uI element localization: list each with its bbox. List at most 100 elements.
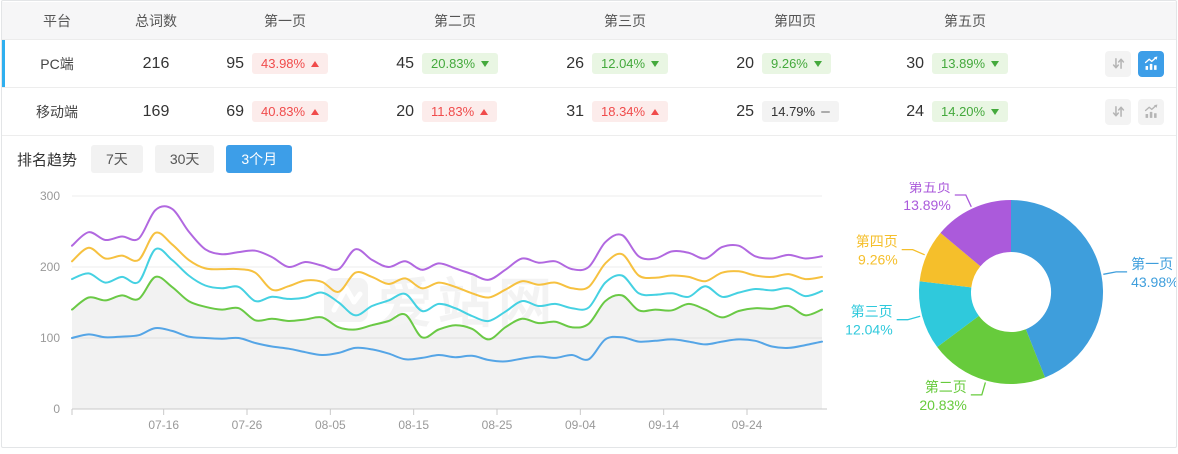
keyword-count: 30 xyxy=(906,54,924,72)
donut-label-0: 第一页 43.98% xyxy=(1131,256,1177,290)
keyword-count: 95 xyxy=(226,54,244,72)
change-percent: 20.83% xyxy=(431,56,476,71)
change-percent: 43.98% xyxy=(261,56,306,71)
donut-slice-4[interactable] xyxy=(940,200,1012,267)
trend-tab-2[interactable]: 3个月 xyxy=(226,145,293,173)
total-keywords: 216 xyxy=(142,54,170,72)
col-header-page4: 第四页 xyxy=(774,12,816,29)
down-triangle-icon xyxy=(991,60,1000,67)
page-4-cell: 25 14.79% xyxy=(710,101,880,122)
trend-tab-0[interactable]: 7天 xyxy=(91,145,143,173)
col-header-page2: 第二页 xyxy=(434,12,476,29)
trend-section-bar: 排名趋势 7天 30天 3个月 xyxy=(2,136,1176,182)
trend-chart-button[interactable] xyxy=(1138,98,1164,125)
donut-slice-3[interactable] xyxy=(919,232,981,288)
donut-label-3: 第四页 9.26% xyxy=(856,234,898,268)
sort-button[interactable] xyxy=(1105,98,1131,125)
change-percent: 11.83% xyxy=(431,104,475,119)
charts-area: 0 100 200 300 爱站网 07-16 07-26 08-05 08-15 08-25 09… xyxy=(2,179,1177,436)
donut-slice-2[interactable] xyxy=(918,281,979,347)
sort-arrows-icon xyxy=(1112,106,1124,117)
page-3-cell: 31 18.34% xyxy=(540,101,710,122)
svg-text:09-04: 09-04 xyxy=(565,418,596,432)
line-chart-svg: 0 100 200 300 爱站网 07-16 07-26 08-05 08-15 08-25 09… xyxy=(40,189,827,432)
change-badge: 12.04% xyxy=(592,53,669,74)
donut-chart-svg: 第一页 43.98% 第二页 20.83% 第三页 12.04% 第四页 9.26%第五页 13… xyxy=(845,179,1177,413)
col-header-page5: 第五页 xyxy=(944,12,986,29)
change-percent: 13.89% xyxy=(941,56,986,71)
donut-label-4: 第五页 13.89% xyxy=(903,182,950,213)
sort-arrows-icon xyxy=(1112,58,1124,69)
svg-text:07-26: 07-26 xyxy=(232,418,263,432)
keyword-count: 45 xyxy=(396,54,414,72)
svg-text:08-05: 08-05 xyxy=(315,418,346,432)
change-badge: 20.83% xyxy=(422,53,499,74)
change-badge: 11.83% xyxy=(422,101,498,122)
donut-slice-1[interactable] xyxy=(937,315,1045,385)
change-badge: 18.34% xyxy=(592,101,669,122)
down-triangle-icon xyxy=(991,108,1000,115)
rank-trend-line-chart: 0 100 200 300 爱站网 07-16 07-26 08-05 08-15 08-25 09… xyxy=(2,182,837,434)
sort-button[interactable] xyxy=(1105,50,1131,77)
change-badge: 40.83% xyxy=(252,101,329,122)
keyword-count: 20 xyxy=(736,54,754,72)
trend-chart-icon xyxy=(1144,56,1157,70)
trend-chart-button[interactable] xyxy=(1138,50,1164,77)
trend-tab-1[interactable]: 30天 xyxy=(154,145,215,173)
change-percent: 9.26% xyxy=(771,56,808,71)
donut-slice-0[interactable] xyxy=(1011,200,1104,378)
donut-label-2: 第三页 12.04% xyxy=(845,304,892,338)
change-badge: 14.79% xyxy=(762,101,840,122)
change-percent: 12.04% xyxy=(601,56,646,71)
change-percent: 14.20% xyxy=(941,104,986,119)
svg-text:爱站网: 爱站网 xyxy=(378,274,558,334)
keyword-count: 20 xyxy=(396,102,414,120)
keyword-count: 26 xyxy=(566,54,584,72)
down-triangle-icon xyxy=(813,60,822,67)
table-row-1[interactable]: 移动端 169 69 40.83% 20 11.83% 31 18.34% 25 14.79% 24… xyxy=(2,88,1176,136)
watermark: 爱站网 xyxy=(324,274,558,334)
page-3-cell: 26 12.04% xyxy=(540,53,710,74)
page-2-cell: 20 11.83% xyxy=(370,101,540,122)
change-percent: 14.79% xyxy=(771,104,816,119)
down-triangle-icon xyxy=(481,60,490,67)
svg-text:08-25: 08-25 xyxy=(482,418,513,432)
down-triangle-icon xyxy=(651,60,660,67)
up-triangle-icon xyxy=(651,108,660,115)
svg-text:07-16: 07-16 xyxy=(148,418,179,432)
page-4-cell: 20 9.26% xyxy=(710,53,880,74)
table-body: PC端 216 95 43.98% 45 20.83% 26 12.04% 20 9.26% 30 1… xyxy=(2,40,1176,136)
keyword-count: 24 xyxy=(906,102,924,120)
page-5-cell: 30 13.89% xyxy=(880,53,1050,74)
col-header-platform: 平台 xyxy=(43,12,71,29)
donut-label-1: 第二页 20.83% xyxy=(919,379,966,413)
minus-icon xyxy=(821,110,831,113)
keyword-count: 25 xyxy=(736,102,754,120)
table-row-0[interactable]: PC端 216 95 43.98% 45 20.83% 26 12.04% 20 9.26% 30 1… xyxy=(2,40,1176,88)
col-header-page3: 第三页 xyxy=(604,12,646,29)
page-1-cell: 69 40.83% xyxy=(200,101,370,122)
svg-text:200: 200 xyxy=(40,260,60,274)
rank-table: 平台 总词数 第一页 第二页 第三页 第四页 第五页 PC端 216 95 43.98… xyxy=(2,2,1176,136)
page-5-cell: 24 14.20% xyxy=(880,101,1050,122)
trend-section-title: 排名趋势 xyxy=(17,151,78,169)
up-triangle-icon xyxy=(311,60,320,67)
change-badge: 13.89% xyxy=(932,53,1009,74)
svg-text:0: 0 xyxy=(53,402,60,416)
up-triangle-icon xyxy=(480,108,489,115)
change-percent: 18.34% xyxy=(601,104,646,119)
row-actions xyxy=(1050,98,1176,125)
trend-chart-icon xyxy=(1144,104,1157,118)
page-1-cell: 95 43.98% xyxy=(200,53,370,74)
change-badge: 43.98% xyxy=(252,53,329,74)
change-percent: 40.83% xyxy=(261,104,306,119)
table-header-row: 平台 总词数 第一页 第二页 第三页 第四页 第五页 xyxy=(2,2,1176,40)
keyword-count: 31 xyxy=(566,102,584,120)
svg-text:100: 100 xyxy=(40,331,60,345)
change-badge: 14.20% xyxy=(932,101,1009,122)
page-distribution-donut-chart: 第一页 43.98% 第二页 20.83% 第三页 12.04% 第四页 9.26% 第五页 13… xyxy=(837,179,1177,434)
selected-row-indicator xyxy=(2,40,5,87)
svg-text:300: 300 xyxy=(40,189,60,203)
col-header-page1: 第一页 xyxy=(264,12,306,29)
